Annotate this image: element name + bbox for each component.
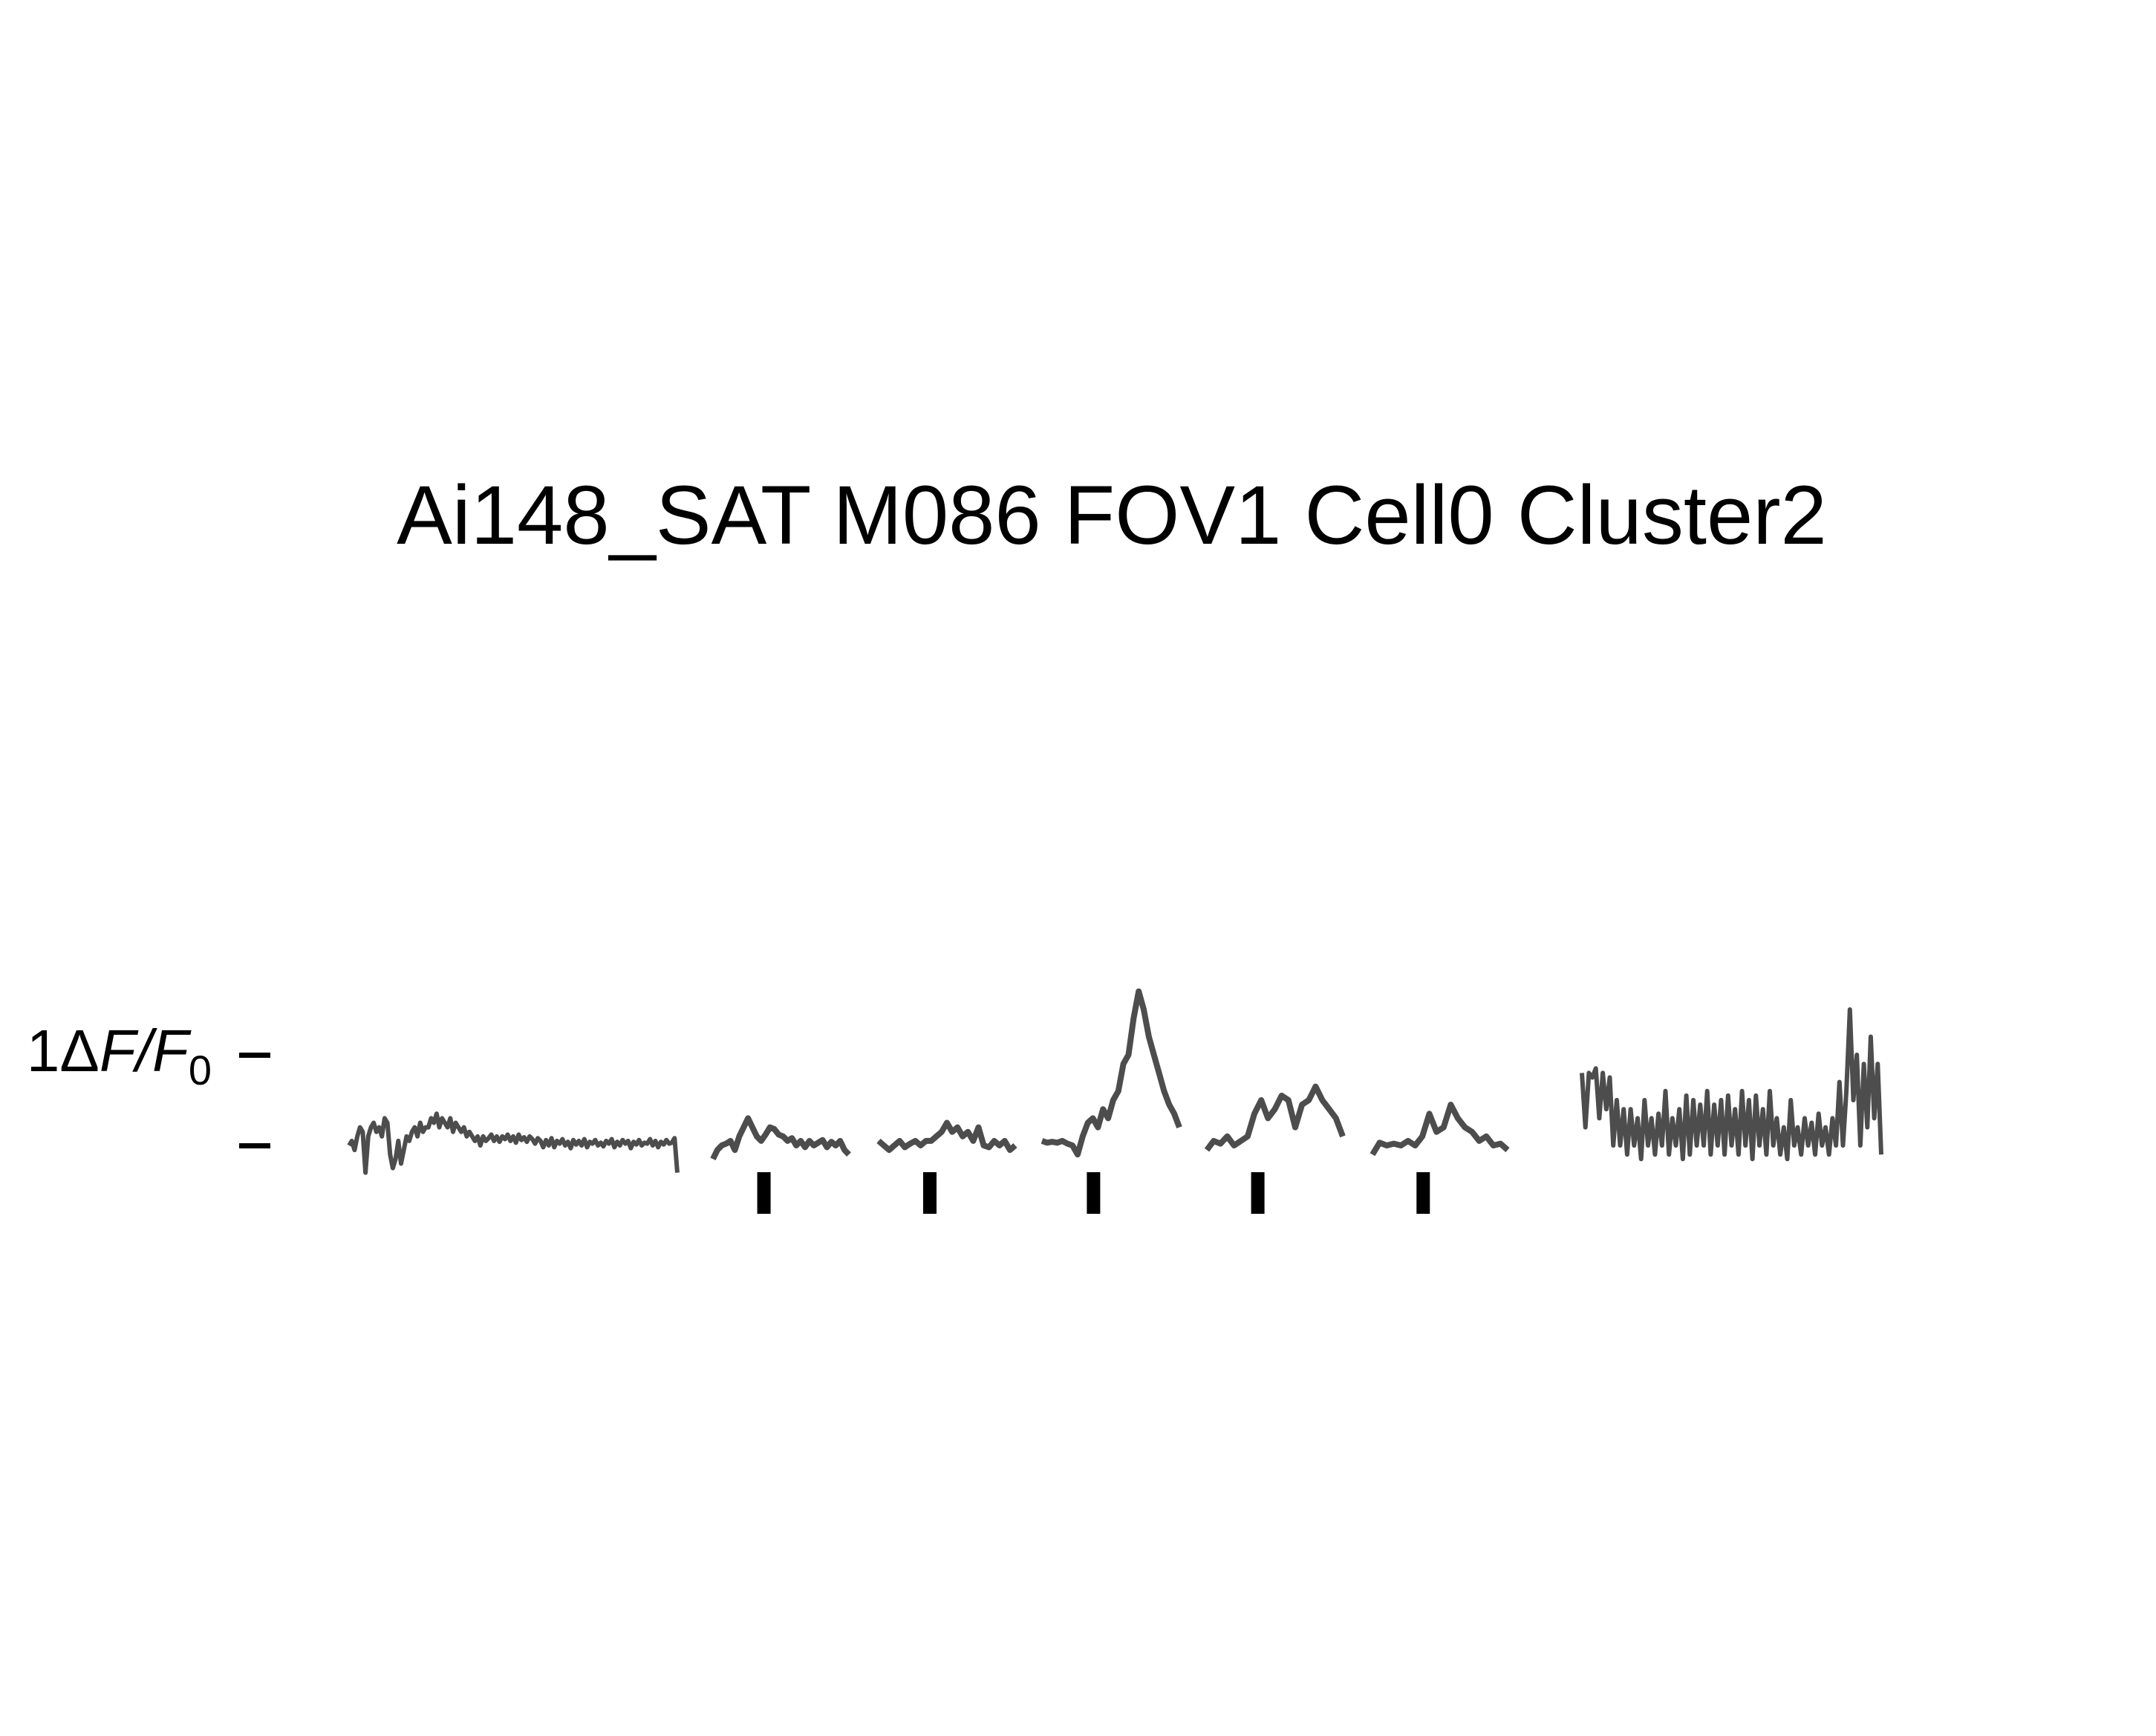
trace-stim-5 — [1370, 1102, 1510, 1157]
trace-stim-1 — [710, 1115, 851, 1161]
y-label-f: F — [100, 1018, 139, 1084]
scale-bar — [239, 1053, 270, 1148]
y-axis-label: 1ΔF/F0 — [27, 1018, 212, 1093]
stimulus-marker-stim-3 — [1087, 1172, 1101, 1214]
stimulus-markers — [757, 1172, 1430, 1214]
chart-title: Ai148_SAT M086 FOV1 Cell0 Cluster2 — [397, 469, 1827, 562]
trace-stim-3 — [1040, 988, 1182, 1158]
y-label-prefix: 1 — [27, 1018, 60, 1084]
traces-group — [347, 988, 1883, 1175]
trace-stim-2 — [876, 1119, 1017, 1154]
y-label-subscript: 0 — [189, 1047, 212, 1093]
stimulus-marker-stim-4 — [1251, 1172, 1265, 1214]
scale-bar-tick-1 — [239, 1053, 270, 1058]
trace-baseline — [347, 1111, 680, 1175]
svg-text:1ΔF/F0: 1ΔF/F0 — [27, 1018, 212, 1093]
stimulus-marker-stim-2 — [923, 1172, 937, 1214]
stimulus-marker-stim-5 — [1416, 1172, 1430, 1214]
stimulus-marker-stim-1 — [757, 1172, 771, 1214]
scale-bar-tick-0 — [239, 1143, 270, 1148]
y-label-f0: F — [152, 1018, 192, 1084]
trace-spontaneous — [1580, 1007, 1883, 1162]
trace-stim-4 — [1204, 1083, 1346, 1152]
y-label-delta: Δ — [59, 1018, 99, 1084]
